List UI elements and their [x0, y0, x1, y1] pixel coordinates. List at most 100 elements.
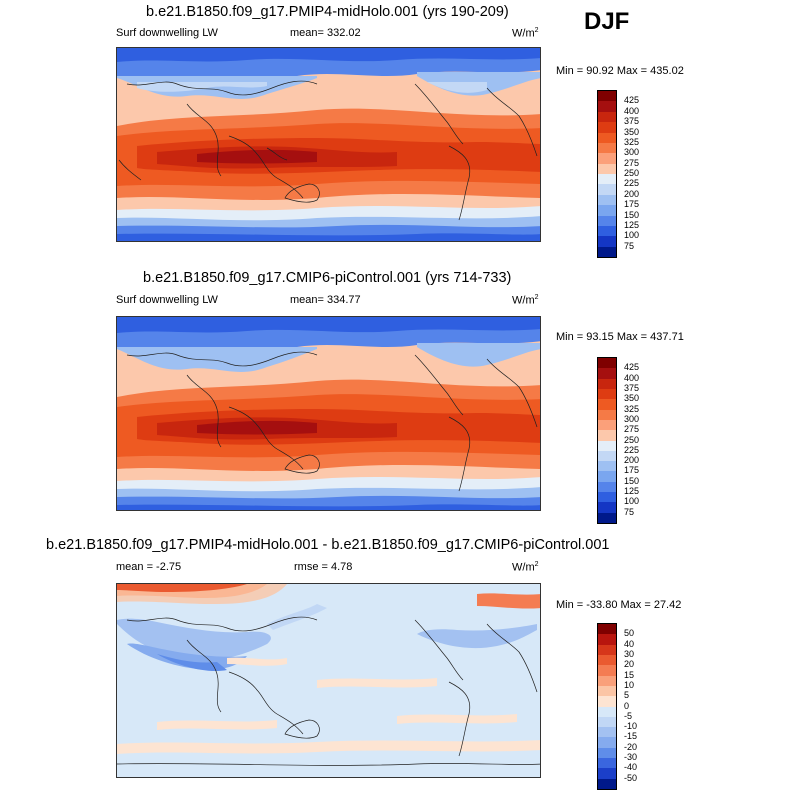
colorbar-box [598, 358, 616, 369]
colorbar-box [598, 153, 616, 164]
panel-3-units: W/m2 [512, 561, 539, 574]
panel-2-units: W/m2 [512, 294, 539, 307]
colorbar-tick-label: 75 [624, 506, 635, 517]
colorbar-box [598, 111, 616, 123]
colorbar-tick-label: 375 [624, 382, 640, 393]
panel-1-mean: mean= 332.02 [290, 27, 361, 39]
colorbar-tick-label: -50 [624, 772, 638, 783]
colorbar-tick-label: 425 [624, 95, 640, 106]
colorbar-box [598, 747, 616, 759]
panel-2-variable: Surf downwelling LW [116, 294, 218, 306]
colorbar-box [598, 409, 616, 420]
colorbar-tick-label: 400 [624, 105, 640, 116]
colorbar-tick-label: 300 [624, 413, 640, 424]
colorbar-box [598, 142, 616, 154]
colorbar-tick-label: -10 [624, 721, 638, 732]
colorbar-tick-label: 325 [624, 403, 640, 414]
panel-1-colorbar [597, 90, 617, 258]
colorbar-tick-label: 30 [624, 648, 635, 659]
colorbar-box [598, 163, 616, 174]
colorbar-tick-label: 325 [624, 136, 640, 147]
panel-1-units: W/m2 [512, 27, 539, 40]
colorbar-tick-label: 50 [624, 628, 635, 639]
colorbar-box [598, 502, 616, 513]
colorbar-tick-label: -40 [624, 762, 638, 773]
colorbar-box [598, 450, 616, 462]
colorbar-tick-label: -20 [624, 741, 638, 752]
panel-2-colorbar [597, 357, 617, 524]
panel-2-map-svg [117, 317, 540, 510]
colorbar-tick-label: 225 [624, 444, 640, 455]
colorbar-tick-label: 200 [624, 188, 640, 199]
colorbar-tick-label: -15 [624, 731, 638, 742]
colorbar-box [598, 174, 616, 185]
panel-1-map [116, 47, 541, 242]
colorbar-tick-label: -5 [624, 710, 633, 721]
panel-3-map [116, 583, 541, 778]
colorbar-box [598, 768, 616, 779]
colorbar-box [598, 654, 616, 666]
colorbar-box [598, 624, 616, 635]
colorbar-tick-label: 275 [624, 424, 640, 435]
colorbar-box [598, 716, 616, 728]
panel-3-colorbar [597, 623, 617, 790]
colorbar-box [598, 399, 616, 410]
colorbar-box [598, 461, 616, 472]
colorbar-box [598, 122, 616, 133]
colorbar-box [598, 737, 616, 748]
colorbar-tick-label: 15 [624, 669, 635, 680]
colorbar-tick-label: 175 [624, 199, 640, 210]
colorbar-box [598, 194, 616, 206]
colorbar-tick-label: 400 [624, 372, 640, 383]
colorbar-tick-label: 175 [624, 465, 640, 476]
colorbar-box [598, 236, 616, 247]
panel-1-map-svg [117, 48, 540, 241]
colorbar-box [598, 368, 616, 379]
colorbar-box [598, 727, 616, 738]
colorbar-tick-label: 100 [624, 496, 640, 507]
colorbar-box [598, 778, 616, 789]
colorbar-box [598, 91, 616, 102]
colorbar-box [598, 675, 616, 686]
colorbar-tick-label: 250 [624, 434, 640, 445]
colorbar-tick-label: 375 [624, 116, 640, 127]
colorbar-box [598, 225, 616, 237]
colorbar-box [598, 696, 616, 707]
colorbar-tick-label: 125 [624, 486, 640, 497]
season-label: DJF [584, 8, 630, 35]
colorbar-tick-label: 425 [624, 362, 640, 373]
colorbar-tick-label: 350 [624, 126, 640, 137]
colorbar-tick-label: 125 [624, 219, 640, 230]
colorbar-box [598, 205, 616, 216]
colorbar-box [598, 388, 616, 400]
panel-2-mean: mean= 334.77 [290, 294, 361, 306]
panel-3-minmax: Min = -33.80 Max = 27.42 [556, 599, 682, 611]
colorbar-box [598, 492, 616, 503]
colorbar-tick-label: 275 [624, 157, 640, 168]
colorbar-box [598, 184, 616, 195]
colorbar-tick-label: -30 [624, 752, 638, 763]
panel-1-variable: Surf downwelling LW [116, 27, 218, 39]
colorbar-box [598, 101, 616, 112]
colorbar-tick-label: 150 [624, 475, 640, 486]
colorbar-box [598, 706, 616, 717]
colorbar-tick-label: 300 [624, 147, 640, 158]
colorbar-box [598, 634, 616, 645]
colorbar-box [598, 246, 616, 257]
panel-3-title: b.e21.B1850.f09_g17.PMIP4-midHolo.001 - … [46, 537, 610, 553]
panel-2-title: b.e21.B1850.f09_g17.CMIP6-piControl.001 … [143, 270, 512, 286]
colorbar-tick-label: 350 [624, 393, 640, 404]
colorbar-box [598, 481, 616, 493]
colorbar-box [598, 430, 616, 441]
panel-2-minmax: Min = 93.15 Max = 437.71 [556, 331, 684, 343]
panel-3-mean: mean = -2.75 [116, 561, 182, 573]
colorbar-tick-label: 40 [624, 638, 635, 649]
colorbar-tick-label: 5 [624, 690, 630, 701]
colorbar-box [598, 378, 616, 389]
colorbar-tick-label: 250 [624, 168, 640, 178]
colorbar-tick-label: 20 [624, 659, 635, 670]
colorbar-box [598, 512, 616, 523]
colorbar-box [598, 685, 616, 697]
colorbar-tick-label: 0 [624, 700, 630, 711]
colorbar-tick-label: 10 [624, 679, 635, 690]
